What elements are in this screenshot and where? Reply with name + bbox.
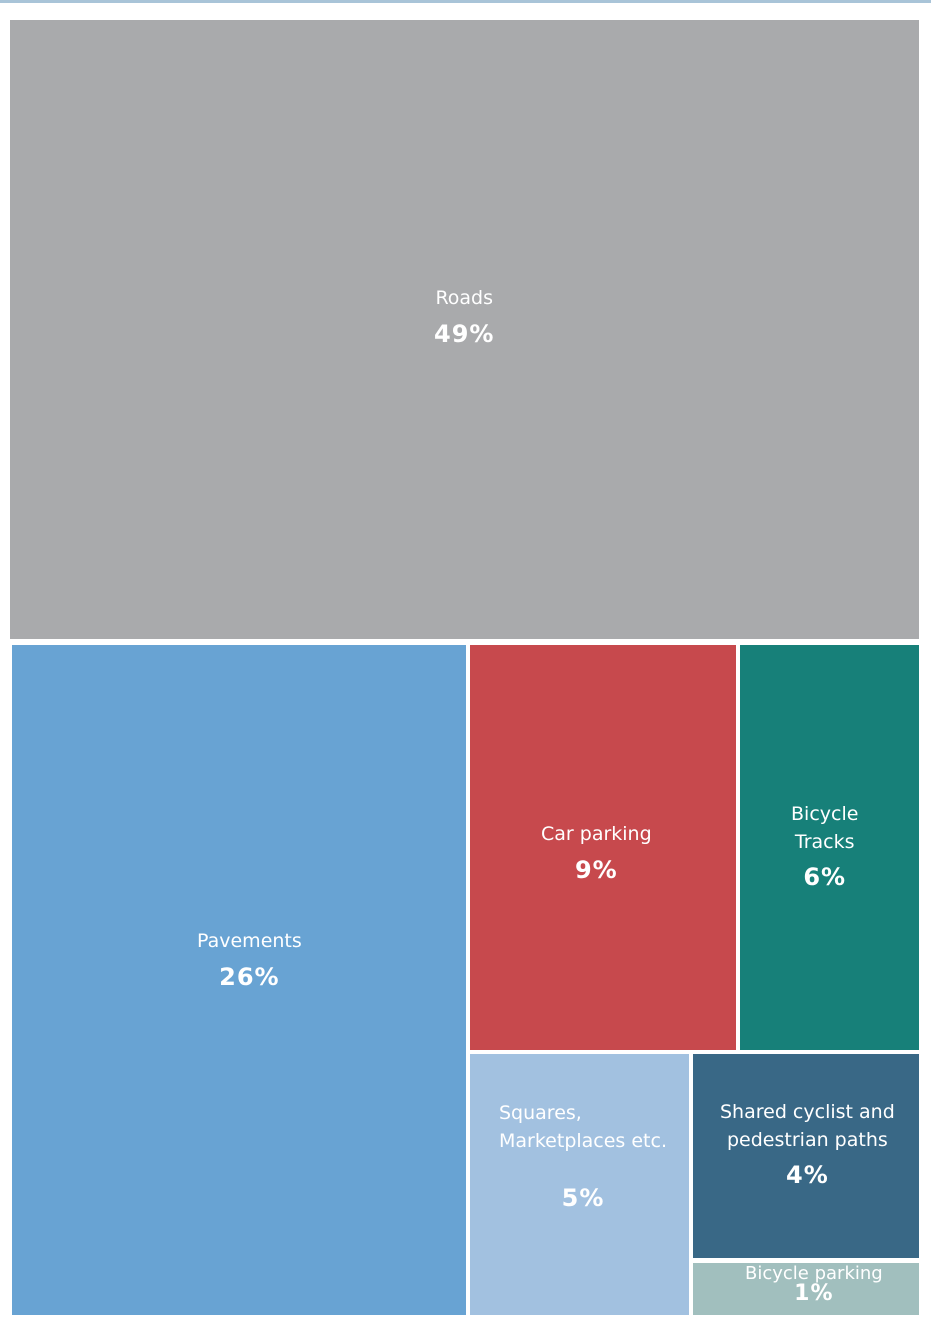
tile-label-squares-marketplaces-etc: Squares, Marketplaces etc. bbox=[499, 1102, 667, 1152]
tile-text-roads: Roads 49% bbox=[434, 285, 494, 351]
tile-label-bicycle-tracks: Bicycle Tracks bbox=[791, 803, 859, 853]
treemap-tile-bicycle-tracks bbox=[740, 645, 919, 1050]
treemap-tile-roads bbox=[10, 20, 919, 639]
tile-label-bicycle-parking: Bicycle parking bbox=[745, 1263, 883, 1284]
tile-value-shared-cyclist-and-pedestrian-paths: 4% bbox=[786, 1161, 829, 1190]
treemap-tile-pavements bbox=[12, 645, 466, 1315]
treemap-tile-squares-marketplaces-etc bbox=[470, 1054, 689, 1315]
tile-label-roads: Roads bbox=[435, 287, 494, 309]
tile-value-bicycle-tracks: 6% bbox=[803, 863, 847, 892]
tile-value-bicycle-parking: 1% bbox=[794, 1280, 834, 1306]
treemap-tile-bicycle-parking bbox=[693, 1263, 919, 1315]
treemap-tile-car-parking bbox=[470, 645, 736, 1050]
tile-text-shared-cyclist-and-pedestrian-paths: Shared cyclist and pedestrian paths 4% bbox=[720, 1099, 895, 1193]
tile-text-car-parking: Car parking 9% bbox=[541, 821, 652, 887]
tile-value-squares-marketplaces-etc: 5% bbox=[561, 1184, 605, 1213]
tile-text-bicycle-tracks: Bicycle Tracks 6% bbox=[791, 801, 858, 895]
treemap-tile-shared-cyclist-and-pedestrian-paths bbox=[693, 1054, 919, 1258]
tile-value-roads: 49% bbox=[434, 319, 495, 348]
tile-label-car-parking: Car parking bbox=[541, 823, 652, 845]
tile-value-pavements: 26% bbox=[219, 962, 280, 991]
tile-text-bicycle-parking: Bicycle parking 1% bbox=[745, 1263, 883, 1306]
tile-value-car-parking: 9% bbox=[574, 855, 618, 884]
tile-label-pavements: Pavements bbox=[197, 930, 302, 952]
tile-text-pavements: Pavements 26% bbox=[197, 928, 302, 994]
tile-label-shared-cyclist-and-pedestrian-paths: Shared cyclist and pedestrian paths bbox=[720, 1101, 895, 1151]
top-divider-line bbox=[0, 0, 931, 3]
tile-text-squares-marketplaces-etc: Squares, Marketplaces etc. 5% bbox=[499, 1100, 667, 1216]
